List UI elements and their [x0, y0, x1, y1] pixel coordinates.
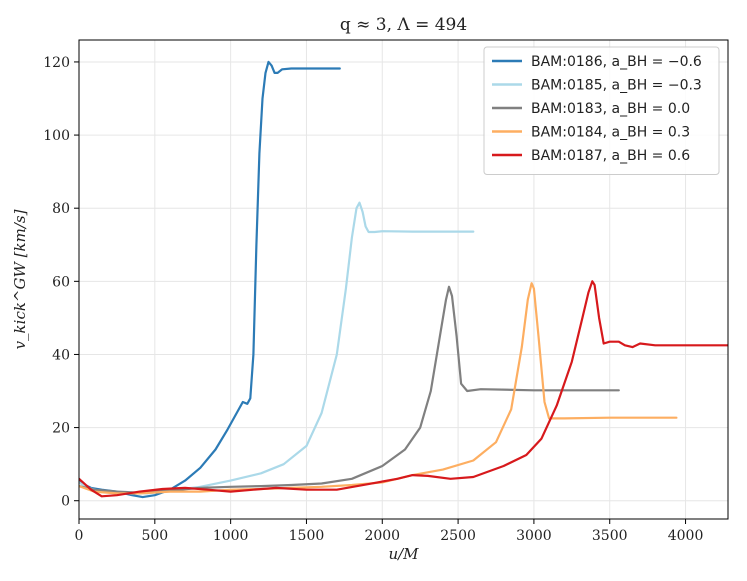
- y-tick-label: 60: [52, 274, 70, 290]
- y-tick-label: 40: [52, 347, 70, 363]
- plot-frame: [78, 39, 729, 520]
- legend: BAM:0186, a_BH = −0.6 BAM:0185, a_BH = −0…: [483, 46, 720, 175]
- legend-label: BAM:0185, a_BH = −0.3: [531, 78, 702, 94]
- x-tick-label: 0: [75, 528, 84, 544]
- legend-label: BAM:0184, a_BH = 0.3: [531, 125, 690, 141]
- y-tick-label: 80: [52, 201, 70, 217]
- y-tick-label: 20: [52, 421, 70, 437]
- x-tick-label: 2000: [364, 528, 400, 544]
- series-layer: [79, 60, 728, 499]
- x-tick-label: 2500: [440, 528, 476, 544]
- legend-label: BAM:0183, a_BH = 0.0: [531, 101, 690, 117]
- x-axis-label: u/M: [388, 545, 419, 563]
- chart-title: q ≈ 3, Λ = 494: [340, 15, 467, 35]
- y-tick-label: 100: [43, 128, 70, 144]
- x-tick-label: 4000: [668, 528, 704, 544]
- x-tick-label: 1500: [289, 528, 325, 544]
- series-line-3: [79, 285, 620, 494]
- x-tick-label: 3500: [592, 528, 628, 544]
- legend-box: [483, 46, 720, 175]
- x-tick-label: 500: [141, 528, 168, 544]
- legend-label: BAM:0187, a_BH = 0.6: [531, 148, 690, 164]
- series-line-4: [79, 282, 678, 495]
- axis-ticks: 0 500 1000 1500 2000 2500 3000 3500 4000 0 20 40 60 8…: [43, 55, 703, 544]
- series-line-5: [79, 280, 728, 498]
- legend-label: BAM:0186, a_BH = −0.6: [531, 54, 702, 70]
- y-tick-label: 0: [61, 494, 70, 510]
- x-tick-label: 1000: [213, 528, 249, 544]
- series-line-1: [79, 60, 341, 499]
- y-axis-label: v_kick^GW [km/s]: [11, 209, 29, 349]
- y-tick-label: 120: [43, 55, 70, 71]
- x-tick-label: 3000: [516, 528, 552, 544]
